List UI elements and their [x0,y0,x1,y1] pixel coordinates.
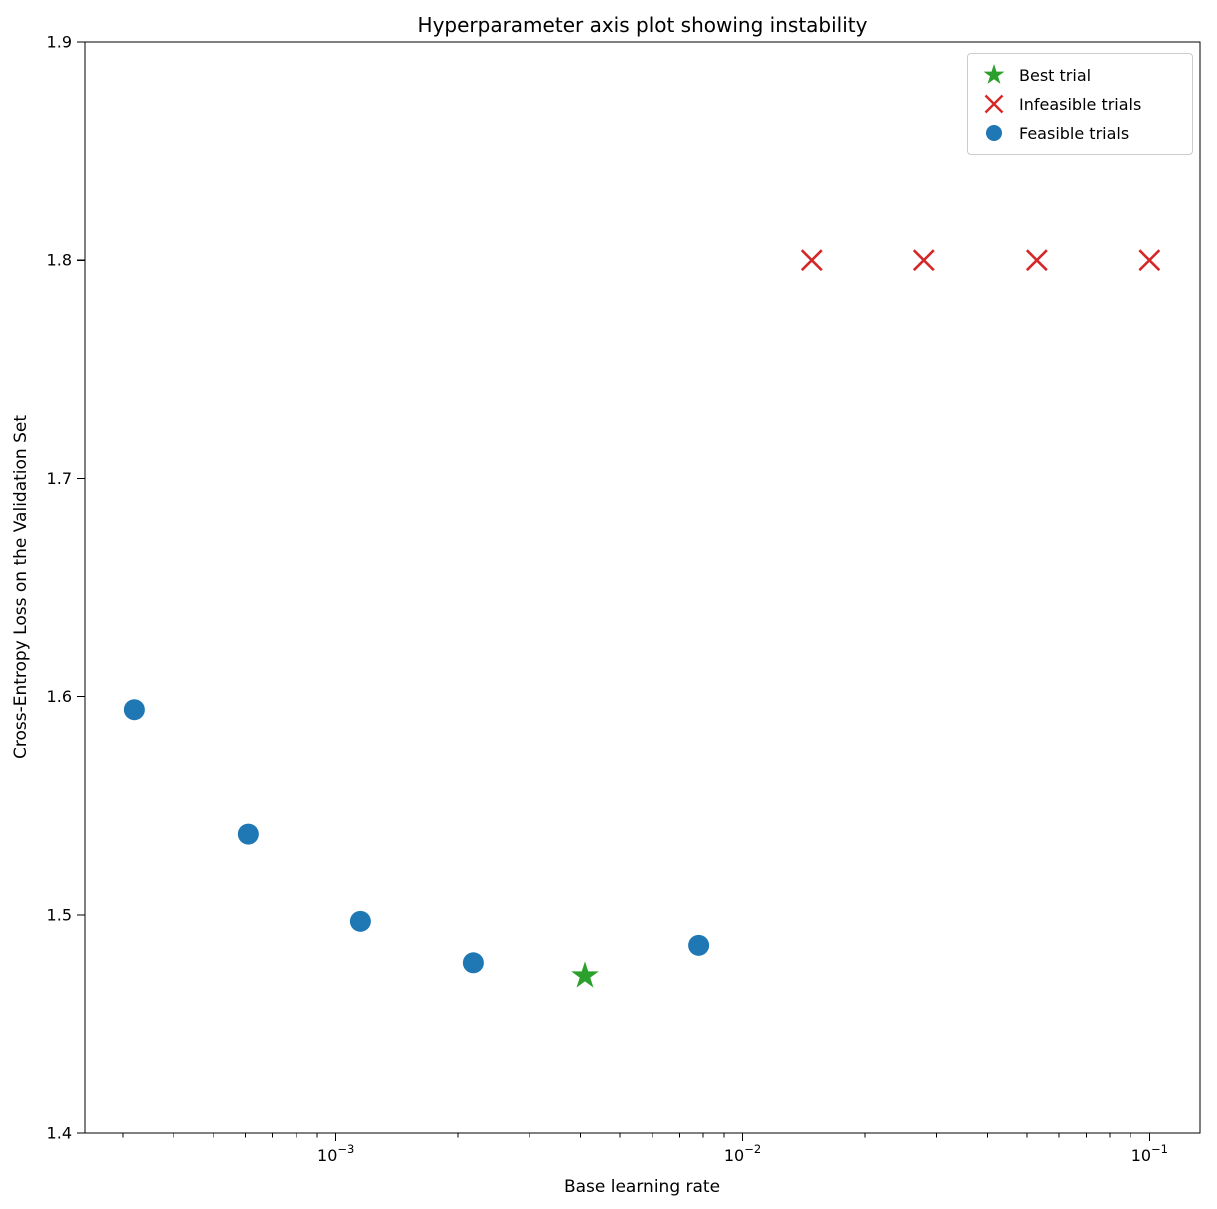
plot-frame [84,41,1201,1134]
star-icon [983,64,1005,84]
feasible-trial-point [123,699,145,721]
feasible-trial-point [237,823,259,845]
legend-label: Infeasible trials [1019,94,1142,114]
y-tick-label: 1.4 [47,1124,72,1143]
x-tick-label: 10−3 [317,1142,354,1165]
legend-label: Feasible trials [1019,123,1130,143]
legend: Best trial Infeasible trials Feasible tr… [967,53,1193,155]
feasible-trial-point [462,952,484,974]
x-axis-label: Base learning rate [563,1177,721,1197]
circle-marker-icon [986,125,1002,141]
legend-item-feasible-trials: Feasible trials [978,119,1178,147]
infeasible-trial-point [1025,249,1048,272]
y-tick-label: 1.5 [47,905,72,924]
y-tick-label: 1.6 [47,687,72,706]
infeasible-trial-point [800,249,823,272]
best-trial-point [571,961,599,988]
x-tick-label: 10−1 [1131,1142,1168,1165]
y-tick-label: 1.8 [47,251,72,270]
legend-item-best-trial: Best trial [978,61,1178,89]
x-marker-icon [984,94,1004,114]
feasible-trial-point [349,910,371,932]
x-tick-label: 10−2 [724,1142,761,1165]
feasible-trial-point [688,934,710,956]
y-axis-label: Cross-Entropy Loss on the Validation Set [11,414,31,760]
legend-label: Best trial [1019,65,1092,85]
legend-item-infeasible-trials: Infeasible trials [978,90,1178,118]
infeasible-trial-point [1138,249,1161,272]
chart-title: Hyperparameter axis plot showing instabi… [417,13,868,37]
infeasible-trial-point [912,249,935,272]
y-tick-label: 1.9 [47,33,72,52]
y-tick-label: 1.7 [47,469,72,488]
